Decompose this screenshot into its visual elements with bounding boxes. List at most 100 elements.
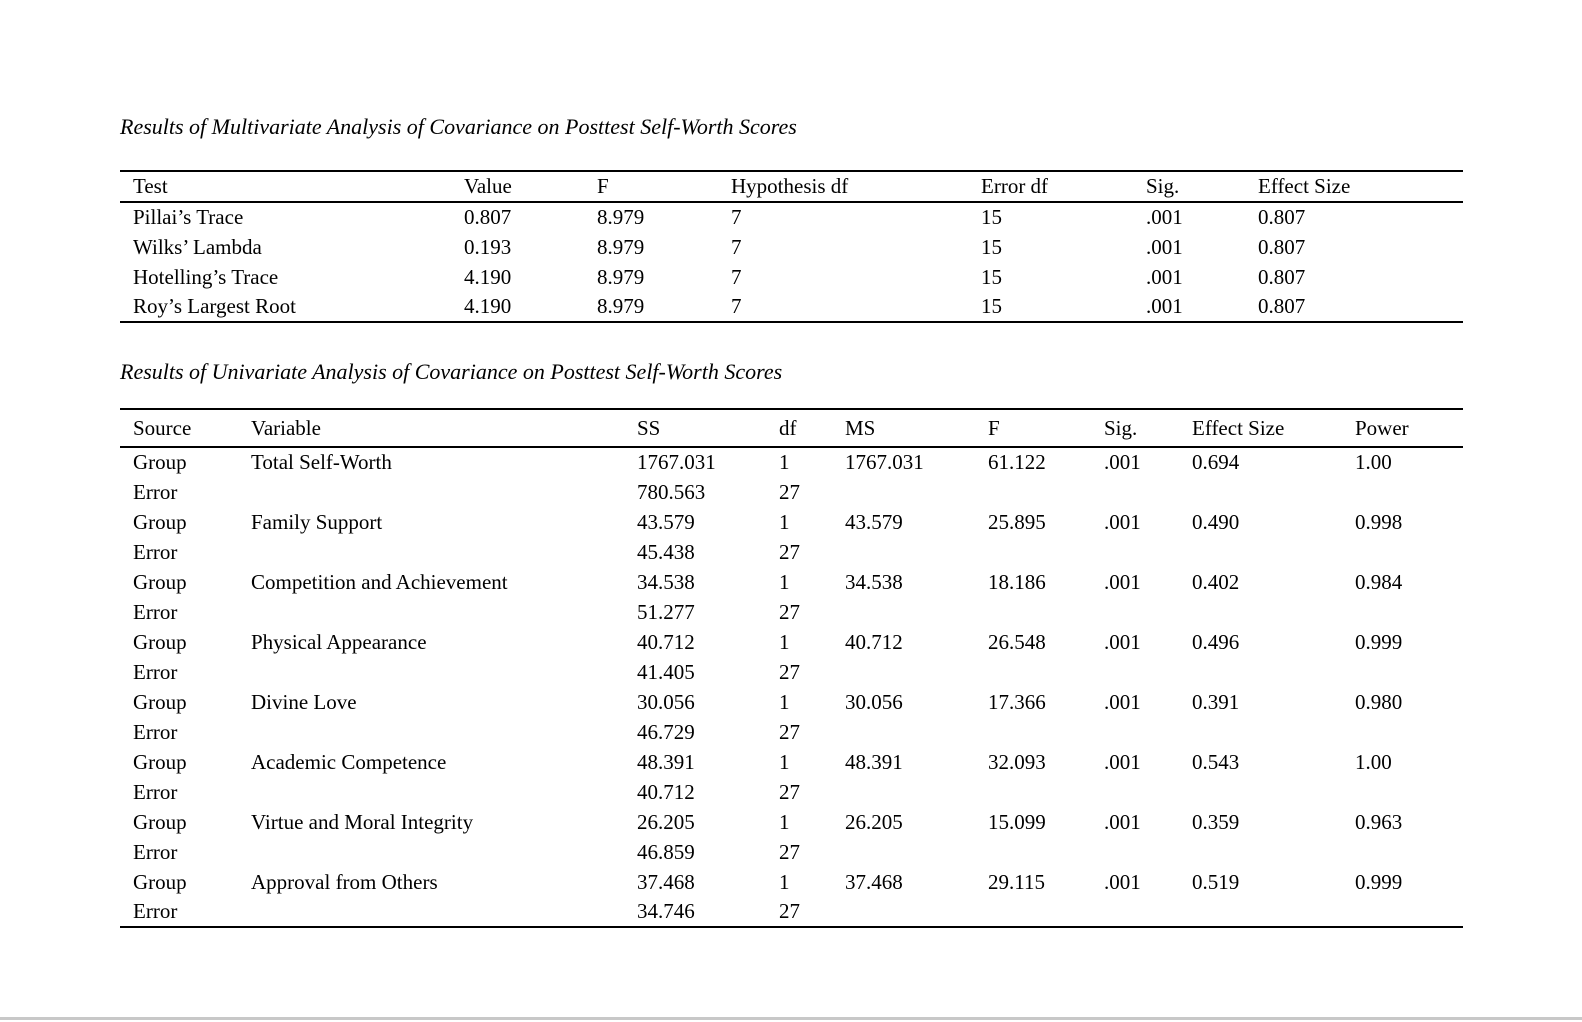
table-cell: Roy’s Largest Root (133, 294, 296, 318)
table-cell: 41.405 (637, 659, 695, 684)
table-cell: 61.122 (988, 450, 1046, 474)
table-cell: 0.193 (464, 234, 512, 259)
table-cell: Hotelling’s Trace (133, 264, 279, 289)
table-cell (1104, 777, 1192, 807)
table-cell: 0.694 (1192, 450, 1240, 474)
table-cell (845, 657, 988, 687)
table-cell (845, 537, 988, 567)
column-header: F (988, 415, 1000, 440)
table-cell: 7 (731, 234, 742, 259)
table-cell (845, 777, 988, 807)
table-cell: 8.979 (597, 264, 645, 289)
table-cell: 15.099 (988, 809, 1046, 834)
table-cell: Wilks’ Lambda (133, 234, 262, 259)
multivariate-table-body: Pillai’s Trace 0.807 8.979 7 15.001 0.807 Wilk… (120, 202, 1463, 322)
table-row: Group Competition and Achievement 34.538 1 3… (120, 567, 1463, 597)
column-header: SS (637, 415, 661, 440)
table-cell: 1 (779, 749, 790, 774)
header-row: Source Variable SS df MS F Sig. Effect Size Powe… (120, 409, 1463, 447)
table-cell: Approval from Others (251, 869, 438, 894)
table-cell: Error (133, 539, 178, 564)
table-cell (845, 897, 988, 927)
table-cell (988, 717, 1104, 747)
table-cell (1104, 657, 1192, 687)
univariate-table-header: Source Variable SS df MS F Sig. Effect Size Powe… (120, 409, 1463, 447)
table-row: Pillai’s Trace 0.807 8.979 7 15 .001 0.807 (120, 202, 1463, 232)
table-cell: 40.712 (845, 629, 903, 654)
table-cell: .001 (1146, 264, 1183, 289)
table-cell: 27 (779, 719, 800, 744)
table-cell: .001 (1104, 749, 1141, 774)
table-cell (1355, 897, 1463, 927)
table-cell: 0.807 (1258, 294, 1306, 318)
table-cell: Error (133, 779, 178, 804)
table-cell: 0.543 (1192, 749, 1240, 774)
multivariate-table-title: Results of Multivariate Analysis of Cova… (120, 114, 797, 139)
table-cell: 17.366 (988, 689, 1046, 714)
table-cell: Pillai’s Trace (133, 205, 244, 229)
table-cell: Error (133, 659, 178, 684)
column-header: Source (133, 415, 192, 440)
table-row: Error 40.712 27 (120, 777, 1463, 807)
table-cell (251, 537, 637, 567)
table-cell: Group (133, 809, 187, 834)
table-cell (1355, 597, 1463, 627)
table-cell: 27 (779, 659, 800, 684)
column-header: Effect Size (1258, 174, 1351, 198)
table-cell (1192, 477, 1355, 507)
table-row: Error 45.438 27 (120, 537, 1463, 567)
table-cell: 34.538 (637, 569, 695, 594)
table-row: Group Family Support 43.579 1 43.579 25.895 .0… (120, 507, 1463, 537)
table-cell (1104, 717, 1192, 747)
table-cell: 48.391 (637, 749, 695, 774)
table-cell: 27 (779, 839, 800, 864)
page-bottom-divider (0, 1017, 1582, 1020)
column-header: Effect Size (1192, 415, 1285, 440)
column-header: MS (845, 415, 876, 440)
table-cell (1104, 597, 1192, 627)
table-cell (1104, 477, 1192, 507)
multivariate-results-table: Test Value F Hypothesis df Error df Sig. Effec… (120, 170, 1463, 323)
table-cell (988, 477, 1104, 507)
table-cell: 1 (779, 509, 790, 534)
table-cell: .001 (1104, 809, 1141, 834)
table-cell: 1.00 (1355, 749, 1392, 774)
table-cell: 1 (779, 689, 790, 714)
table-cell (251, 837, 637, 867)
table-cell: 7 (731, 264, 742, 289)
column-header: F (597, 174, 609, 198)
column-header: Sig. (1104, 415, 1138, 440)
table-cell: .001 (1146, 234, 1183, 259)
table-cell: .001 (1104, 509, 1141, 534)
table-cell: 27 (779, 599, 800, 624)
table-cell: 0.402 (1192, 569, 1240, 594)
table-cell: 15 (981, 264, 1002, 289)
table-cell: 1 (779, 869, 790, 894)
table-cell (251, 477, 637, 507)
table-cell: 780.563 (637, 479, 706, 504)
table-cell: 34.746 (637, 899, 695, 923)
table-cell: 46.859 (637, 839, 695, 864)
table-cell: 26.548 (988, 629, 1046, 654)
column-header: df (779, 415, 797, 440)
table-cell: 15 (981, 234, 1002, 259)
table-cell (988, 777, 1104, 807)
table-row: Error 46.729 27 (120, 717, 1463, 747)
table-cell (1355, 717, 1463, 747)
table-cell: 1 (779, 569, 790, 594)
table-cell (988, 657, 1104, 687)
table-cell: .001 (1104, 689, 1141, 714)
table-cell: 0.963 (1355, 809, 1403, 834)
table-row: Hotelling’s Trace 4.190 8.979 7 15 .001 0.807 (120, 262, 1463, 292)
table-cell (1355, 837, 1463, 867)
table-cell (251, 597, 637, 627)
table-cell: 0.496 (1192, 629, 1240, 654)
table-row: Error 41.405 27 (120, 657, 1463, 687)
table-cell: Group (133, 869, 187, 894)
column-header: Value (464, 174, 512, 198)
table-cell: 8.979 (597, 205, 645, 229)
table-cell: 40.712 (637, 629, 695, 654)
table-cell: 8.979 (597, 294, 645, 318)
table-cell (988, 837, 1104, 867)
table-cell: 0.984 (1355, 569, 1403, 594)
